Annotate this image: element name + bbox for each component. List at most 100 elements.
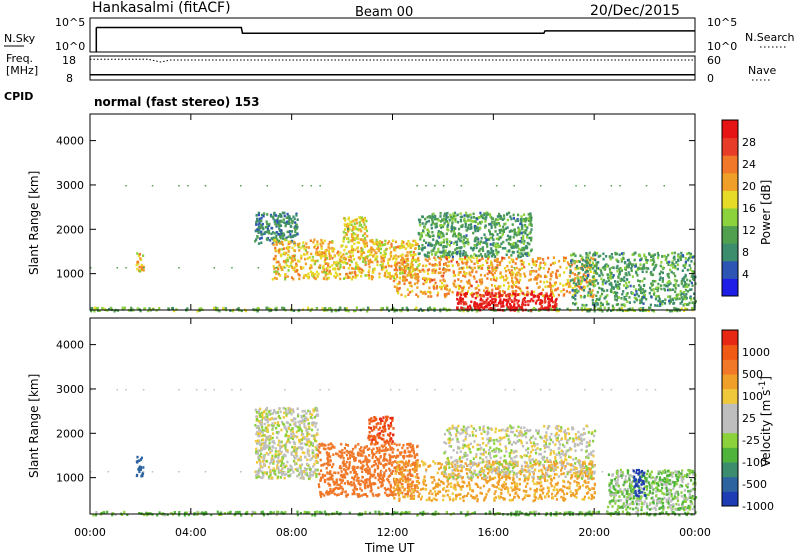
data-cell: [634, 301, 636, 304]
data-cell: [440, 212, 442, 215]
data-cell: [106, 511, 108, 514]
data-cell: [603, 258, 605, 261]
data-cell: [266, 430, 268, 433]
data-cell: [319, 251, 321, 254]
data-cell: [406, 279, 408, 282]
data-cell: [484, 306, 486, 309]
data-cell: [261, 477, 263, 480]
freq-right-bottom-tick: 0: [707, 72, 714, 85]
data-cell: [488, 267, 490, 270]
data-cell: [525, 217, 527, 220]
data-cell: [347, 223, 349, 226]
data-cell: [257, 440, 259, 443]
data-cell: [306, 253, 308, 256]
data-cell: [399, 277, 401, 280]
data-cell: [281, 241, 283, 244]
data-cell: [673, 258, 675, 261]
data-cell: [310, 270, 312, 273]
data-cell: [512, 223, 514, 226]
data-cell: [393, 280, 395, 283]
data-cell: [293, 449, 295, 452]
data-cell: [496, 277, 498, 280]
data-cell: [257, 450, 259, 453]
data-cell: [511, 246, 513, 249]
data-cell: [610, 291, 612, 294]
data-cell: [447, 224, 449, 227]
data-cell: [672, 302, 674, 305]
data-cell: [291, 413, 293, 416]
gate-dot: [628, 267, 630, 269]
data-cell: [402, 307, 404, 310]
freq-right-top-tick: 60: [707, 54, 721, 67]
data-cell: [394, 285, 396, 288]
data-cell: [435, 226, 437, 229]
data-cell: [682, 269, 684, 272]
data-cell: [536, 282, 538, 285]
data-cell: [491, 284, 493, 287]
data-cell: [404, 270, 406, 273]
data-cell: [326, 278, 328, 281]
data-cell: [680, 256, 682, 259]
data-cell: [330, 241, 332, 244]
data-cell: [342, 253, 344, 256]
data-cell: [368, 269, 370, 272]
data-cell: [278, 222, 280, 225]
data-cell: [269, 474, 271, 477]
data-cell: [668, 273, 670, 276]
data-cell: [372, 271, 374, 274]
data-cell: [407, 264, 409, 267]
data-cell: [431, 227, 433, 230]
data-cell: [346, 252, 348, 255]
data-cell: [448, 292, 450, 295]
data-cell: [281, 307, 283, 310]
data-cell: [264, 471, 266, 474]
data-cell: [454, 227, 456, 230]
data-cell: [452, 291, 454, 294]
data-cell: [486, 292, 488, 295]
data-cell: [284, 447, 286, 450]
data-cell: [368, 274, 370, 277]
data-cell: [445, 213, 447, 216]
data-cell: [627, 292, 629, 295]
data-cell: [672, 299, 674, 302]
data-cell: [677, 284, 679, 287]
data-cell: [542, 258, 544, 261]
data-cell: [605, 296, 607, 299]
data-cell: [570, 270, 572, 273]
data-cell: [539, 275, 541, 278]
data-cell: [280, 266, 282, 269]
data-cell: [313, 239, 315, 242]
data-cell: [266, 220, 268, 223]
data-cell: [689, 302, 691, 305]
data-cell: [410, 251, 412, 254]
data-cell: [428, 287, 430, 290]
data-cell: [539, 293, 541, 296]
data-cell: [461, 216, 463, 219]
data-cell: [596, 264, 598, 267]
data-cell: [276, 436, 278, 439]
data-cell: [304, 511, 306, 514]
data-cell: [690, 260, 692, 263]
data-cell: [448, 251, 450, 254]
data-cell: [498, 213, 500, 216]
data-cell: [645, 267, 647, 270]
data-cell: [290, 236, 292, 239]
data-cell: [411, 285, 413, 288]
gate-dot: [461, 267, 463, 269]
freq-nave-lines: [90, 59, 695, 74]
data-cell: [290, 225, 292, 228]
data-cell: [369, 479, 371, 482]
data-cell: [664, 255, 666, 258]
data-cell: [437, 233, 439, 236]
data-cell: [481, 237, 483, 240]
data-cell: [474, 511, 476, 514]
data-cell: [431, 231, 433, 234]
data-cell: [272, 437, 274, 440]
data-cell: [495, 292, 497, 295]
data-cell: [97, 307, 99, 310]
data-cell: [362, 234, 364, 237]
data-cell: [394, 493, 396, 496]
data-cell: [271, 476, 273, 479]
data-cell: [476, 257, 478, 260]
data-cell: [495, 230, 497, 233]
